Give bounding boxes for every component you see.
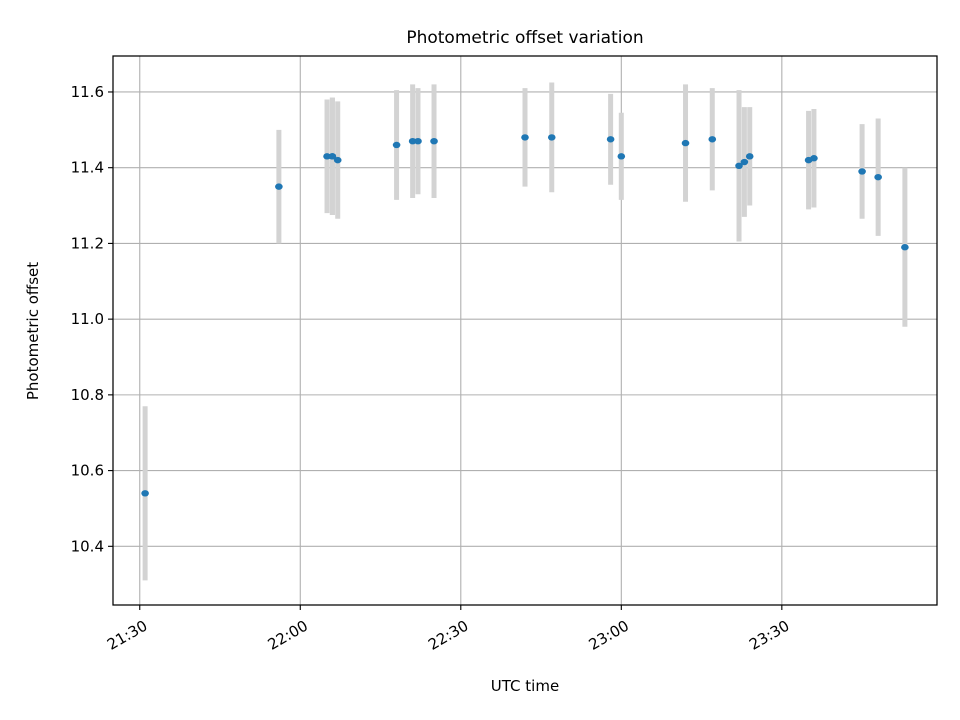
data-point	[606, 136, 615, 143]
y-axis-label: Photometric offset	[24, 262, 42, 400]
y-tick-label: 11.0	[71, 310, 104, 328]
x-axis-label: UTC time	[491, 677, 559, 695]
data-point	[521, 134, 529, 141]
data-point	[735, 162, 743, 169]
y-axis-ticks: 10.4 10.6 10.8 11.0 11.2 11.4 11.6	[71, 83, 113, 555]
data-point	[275, 183, 283, 190]
y-tick-label: 11.6	[71, 83, 104, 101]
data-point	[681, 139, 690, 147]
y-tick-label: 10.6	[71, 462, 104, 480]
grid	[113, 56, 937, 605]
data-point	[617, 153, 626, 160]
data-point	[740, 158, 749, 166]
y-tick-label: 10.8	[71, 386, 104, 404]
data-point	[547, 134, 556, 141]
y-tick-label: 11.4	[71, 159, 104, 177]
data-point	[810, 155, 818, 162]
plot-frame	[112, 55, 938, 606]
data-point	[430, 137, 438, 145]
y-tick-label: 11.2	[71, 234, 104, 252]
data-point	[333, 156, 342, 164]
data-point	[392, 141, 401, 149]
data-point	[141, 490, 149, 497]
data-point	[328, 153, 337, 160]
data-point	[874, 173, 882, 181]
data-point	[708, 136, 717, 143]
data-point	[901, 244, 909, 251]
data-point	[745, 153, 754, 160]
y-tick-label: 10.4	[71, 537, 104, 555]
data-point	[323, 153, 331, 160]
data-point	[414, 137, 422, 145]
chart-title: Photometric offset variation	[406, 28, 643, 48]
data-point	[408, 137, 417, 145]
data-point	[858, 168, 866, 175]
data-points	[141, 134, 909, 497]
